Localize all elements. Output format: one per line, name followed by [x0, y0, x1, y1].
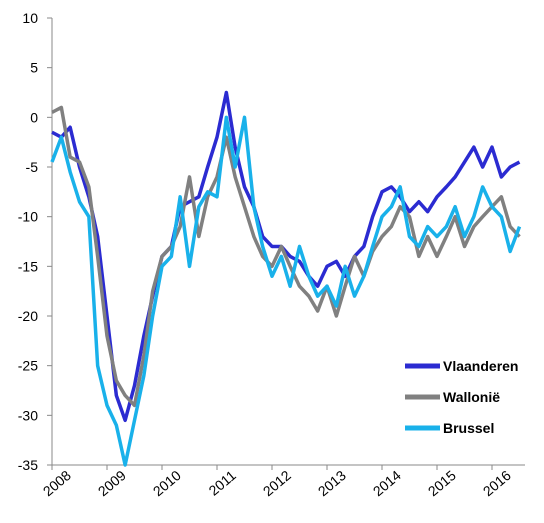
y-tick-label: -5 — [26, 159, 39, 175]
x-tick-label: 2011 — [206, 467, 240, 499]
series-line — [50, 115, 522, 467]
x-tick-label: 2008 — [40, 467, 74, 499]
y-tick-label: -20 — [18, 308, 38, 324]
x-tick-label: 2016 — [480, 467, 514, 499]
series-line — [51, 105, 521, 408]
y-tick-label: -30 — [18, 407, 38, 423]
y-tick-label: -25 — [18, 358, 38, 374]
x-tick-label: 2015 — [425, 467, 459, 499]
x-tick-label: 2012 — [260, 467, 294, 499]
y-tick-label: -10 — [18, 209, 38, 225]
y-tick-label: -35 — [18, 457, 38, 473]
y-tick-label: 10 — [22, 10, 38, 26]
x-tick-label: 2013 — [315, 467, 349, 499]
x-tick-label: 2014 — [370, 467, 404, 499]
legend-label: Brussel — [443, 420, 494, 436]
y-tick-label: 0 — [30, 109, 38, 125]
y-tick-label: -15 — [18, 258, 38, 274]
y-tick-label: 5 — [30, 60, 38, 76]
x-tick-label: 2009 — [95, 467, 129, 499]
legend-label: Wallonië — [443, 389, 500, 405]
legend-label: Vlaanderen — [443, 358, 518, 374]
x-tick-label: 2010 — [150, 467, 184, 499]
